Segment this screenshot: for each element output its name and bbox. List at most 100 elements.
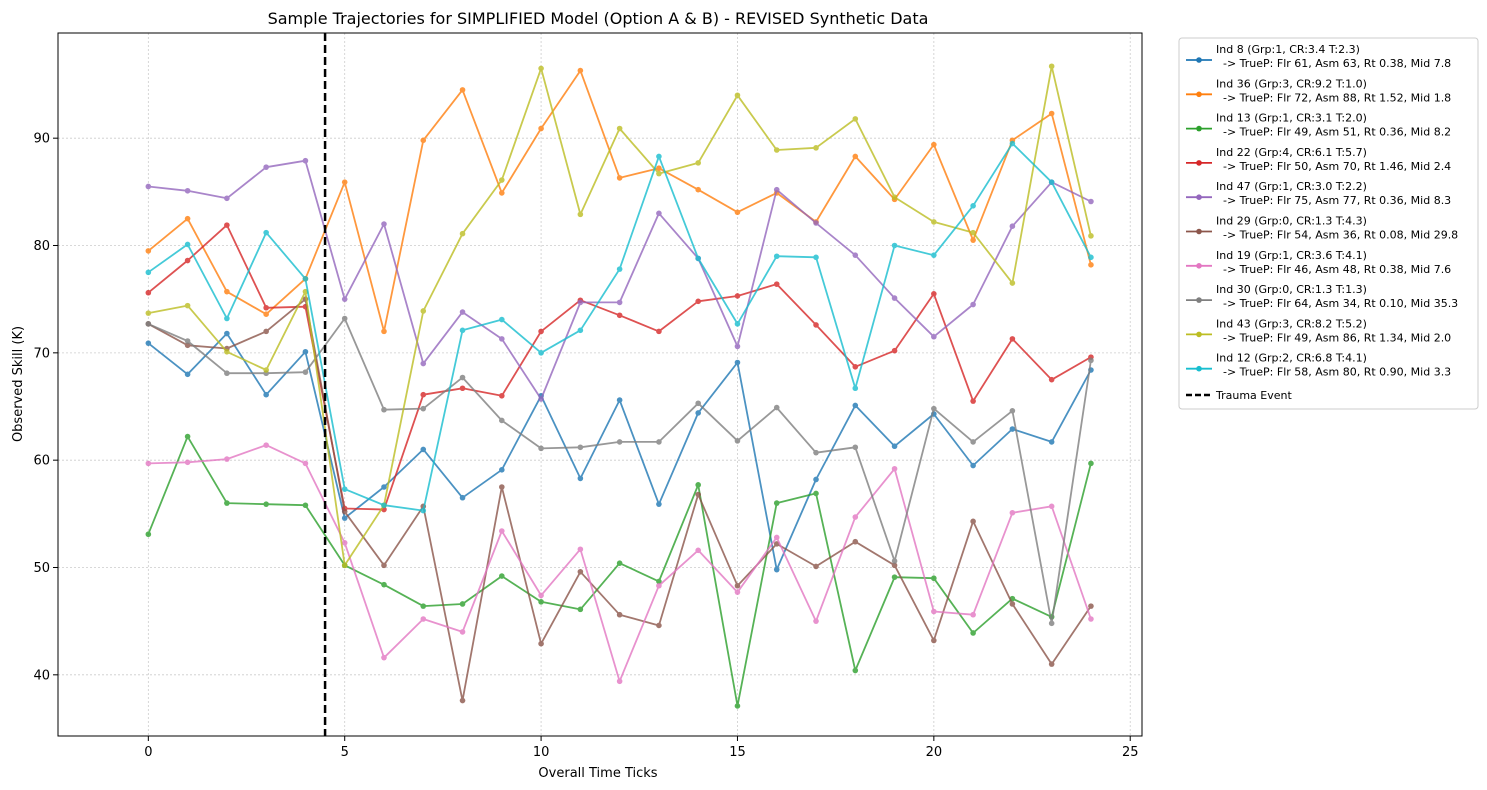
data-point [184,257,191,264]
data-point [538,592,544,599]
legend-item-trauma-event: Trauma Event [1186,389,1292,402]
data-point [734,209,741,216]
data-point [184,342,191,349]
data-point [538,396,544,402]
data-point [1088,603,1094,609]
data-point [499,573,505,579]
legend-item: Ind 30 (Grp:0, CR:1.3 T:1.3) -> TrueP: F… [1186,283,1458,310]
data-point [499,336,505,342]
data-point [577,606,584,613]
data-point [224,348,230,355]
data-point [420,603,427,609]
data-point [1009,426,1016,432]
data-point [1048,179,1055,185]
data-point [813,254,819,261]
data-point [616,299,623,306]
plot-frame [57,32,1143,737]
data-point [695,160,701,166]
data-point [499,467,505,473]
legend-label: Ind 47 (Grp:1, CR:3.0 T:2.2) [1216,180,1367,193]
data-point [1048,661,1055,667]
data-point [931,219,937,225]
data-point [381,484,387,490]
data-point [184,433,191,440]
data-point [263,442,269,448]
data-point [813,563,819,570]
data-point [1088,262,1094,268]
data-point [381,221,387,227]
data-point [773,566,780,573]
data-point [499,177,505,183]
axis-ticks: 0 5 10 15 20 25 40 50 60 70 80 90 [33,132,1138,760]
data-point [577,67,584,74]
legend-swatch-marker [1196,297,1202,303]
data-point [459,327,466,334]
legend-item: Ind 8 (Grp:1, CR:3.4 T:2.3) -> TrueP: Fl… [1186,43,1451,70]
data-point [734,92,741,99]
data-point [616,611,623,618]
data-point [499,392,505,399]
data-point [656,328,662,335]
data-point [773,404,780,411]
data-point [1088,616,1094,622]
data-point [970,439,976,445]
data-point [616,439,623,445]
data-point [970,611,976,618]
data-point [813,145,819,151]
data-point [224,456,230,462]
data-point [145,269,152,276]
data-point [852,153,859,160]
legend-swatch-marker [1196,194,1202,200]
data-point [891,562,898,569]
data-point [616,678,623,685]
data-point [184,302,191,309]
legend-swatch-marker [1196,228,1202,235]
legend-item: Ind 29 (Grp:0, CR:1.3 T:4.3) -> TrueP: F… [1186,215,1458,242]
data-point [970,237,976,243]
data-point [538,640,544,647]
data-point [499,528,505,534]
data-point [145,321,152,327]
legend-item: Ind 36 (Grp:3, CR:9.2 T:1.0) -> TrueP: F… [1186,77,1451,104]
series-1 [145,330,1094,573]
data-point [381,502,387,509]
data-point [773,281,780,287]
data-point [852,252,859,258]
data-point [1088,198,1094,205]
legend-label-detail: -> TrueP: Flr 61, Asm 63, Rt 0.38, Mid 7… [1216,57,1451,70]
data-point [145,310,152,316]
data-point [852,363,859,370]
data-point [1088,233,1094,239]
data-point [224,370,230,377]
x-axis-label: Overall Time Ticks [538,766,657,781]
data-point [263,391,269,398]
legend-label-detail: -> TrueP: Flr 49, Asm 86, Rt 1.34, Mid 2… [1216,331,1451,344]
data-point [577,568,584,575]
legend-label: Ind 12 (Grp:2, CR:6.8 T:4.1) [1216,352,1367,365]
data-point [970,202,976,209]
data-point [852,444,859,451]
data-point [891,443,898,450]
data-point [1048,376,1055,383]
data-point [891,242,898,249]
data-point [538,599,544,605]
data-point [773,500,780,506]
data-point [695,491,701,498]
data-point [302,157,309,164]
data-point [459,309,466,315]
legend-item: Ind 13 (Grp:1, CR:3.1 T:2.0) -> TrueP: F… [1186,112,1451,139]
data-point [224,500,230,506]
data-point [145,531,152,538]
data-point [813,220,819,226]
data-point [773,534,780,541]
data-point [931,141,937,148]
data-point [734,359,741,366]
data-point [145,183,152,190]
legend-swatch-marker [1196,365,1202,372]
legend-label-detail: -> TrueP: Flr 49, Asm 51, Rt 0.36, Mid 8… [1216,126,1451,139]
data-point [616,175,623,181]
data-point [931,291,937,297]
data-point [1009,280,1016,286]
data-point [616,397,623,403]
data-point [931,575,937,582]
